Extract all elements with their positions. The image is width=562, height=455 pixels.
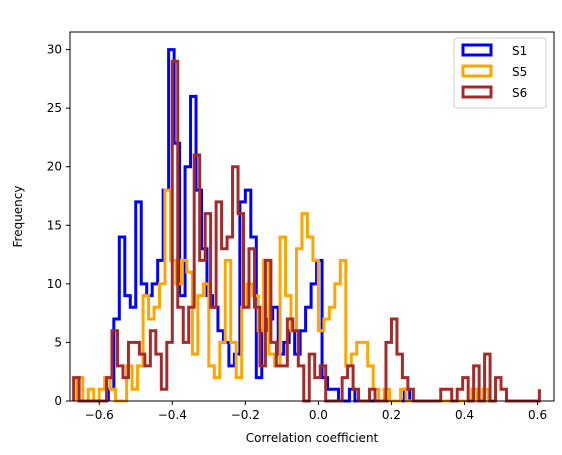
y-tick-label: 15	[47, 218, 62, 232]
x-tick-label: −0.4	[158, 408, 187, 422]
x-tick-label: 0.0	[309, 408, 328, 422]
y-tick-label: 10	[47, 277, 62, 291]
x-axis-label: Correlation coefficient	[246, 431, 379, 445]
legend-swatch-s5	[461, 64, 493, 78]
legend-label-s6: S6	[512, 86, 527, 100]
legend-label-s5: S5	[512, 65, 527, 79]
y-tick-label: 30	[47, 43, 62, 57]
y-tick-label: 20	[47, 160, 62, 174]
x-tick-label: 0.4	[455, 408, 474, 422]
x-tick-label: 0.6	[528, 408, 547, 422]
y-tick-label: 25	[47, 101, 62, 115]
y-axis: 0 5 10 15 20 25 30	[47, 43, 70, 408]
legend-swatch-s1	[461, 43, 493, 57]
x-tick-label: 0.2	[382, 408, 401, 422]
y-tick-label: 5	[54, 335, 62, 349]
y-axis-label: Frequency	[11, 186, 25, 248]
legend-label-s1: S1	[512, 44, 527, 58]
x-axis: −0.6 −0.4 −0.2 0.0 0.2 0.4 0.6	[85, 401, 547, 422]
legend-swatch-s6	[461, 85, 493, 99]
legend: S1 S5 S6	[453, 37, 547, 109]
x-tick-label: −0.2	[231, 408, 260, 422]
plot-frame	[69, 31, 555, 402]
x-tick-label: −0.6	[85, 408, 114, 422]
y-tick-label: 0	[54, 394, 62, 408]
series-s6-histogram	[72, 59, 541, 403]
